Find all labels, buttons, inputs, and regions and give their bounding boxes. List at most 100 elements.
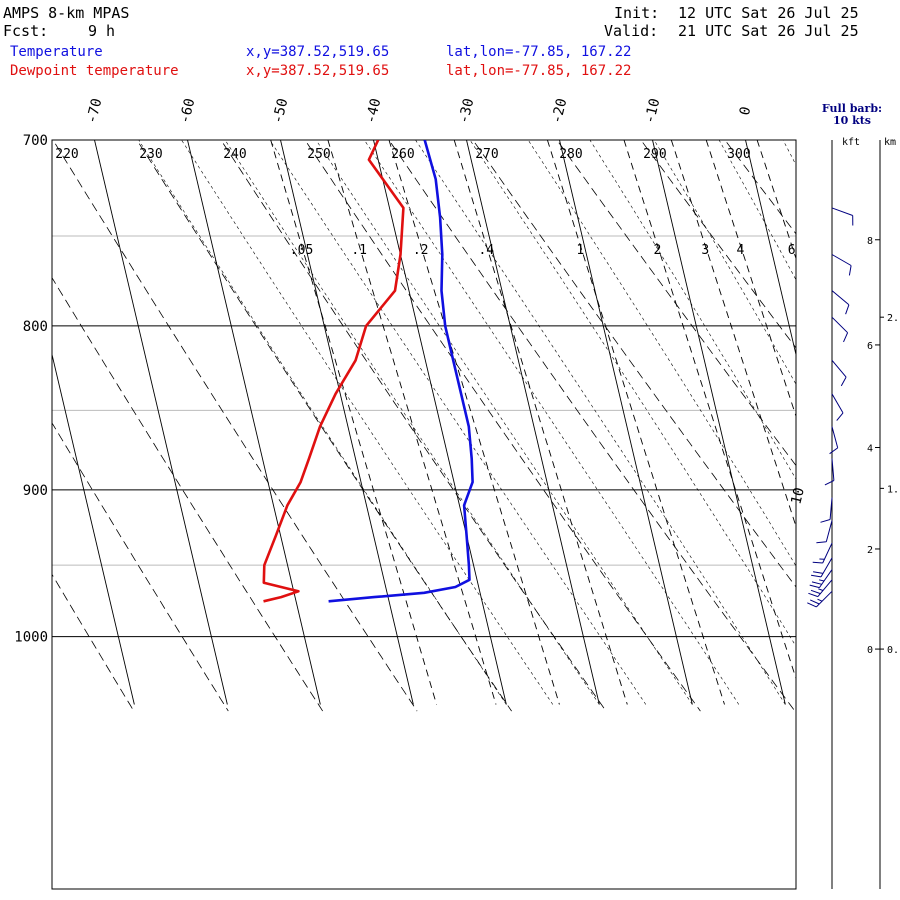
isotherm-0: [745, 140, 796, 357]
moist-adiabat--15: [364, 140, 740, 705]
dry-adiabat-250: [304, 140, 701, 712]
dry-adiabat-label-290: 290: [643, 147, 666, 162]
km-tick-label: 2.: [887, 313, 899, 324]
mixing-ratio-label-p4: .4: [478, 243, 494, 258]
mixing-ratio-line-4: [705, 140, 796, 418]
wind-barb-13: [808, 579, 833, 598]
wind-barb-3: [831, 316, 849, 343]
wind-barb-0: [831, 207, 854, 226]
wind-barb-11: [811, 557, 833, 578]
temperature-profile: [328, 140, 474, 603]
pressure-grid: [51, 139, 797, 890]
dry-adiabats: [52, 120, 900, 712]
dry-adiabat-290: [640, 140, 796, 349]
kft-tick-label-2: 2: [867, 545, 873, 556]
forecast-value: 9 h: [88, 22, 116, 40]
mixing-ratio-line-3: [670, 140, 796, 528]
sounding-profiles: [262, 140, 474, 603]
isotherm--30: [466, 140, 600, 705]
wind-barb-1: [831, 254, 852, 276]
isotherm--20: [559, 140, 693, 705]
moist-adiabat-25: [835, 120, 900, 705]
init-value: 12 UTC Sat 26 Jul 25: [678, 4, 859, 22]
dry-adiabat-300: [724, 140, 796, 235]
km-label: km: [884, 137, 896, 148]
height-and-wind-panel: kft km 0 2 4 6 8 0. 1. 2.: [807, 137, 899, 889]
wind-barb-14: [807, 590, 833, 608]
isotherm-10: [839, 140, 900, 705]
dry-adiabat-210: [52, 277, 324, 712]
moist-adiabat-30: [895, 120, 900, 705]
kft-tick-label-8: 8: [867, 236, 873, 247]
wind-barb-4: [831, 359, 847, 387]
moist-adiabat-0: [527, 140, 796, 567]
isotherm--50: [280, 140, 414, 705]
pressure-label-1000: 1000: [14, 630, 48, 646]
init-label: Init:: [614, 4, 660, 22]
isotherm-label--40: -40: [363, 97, 385, 125]
wind-barb-10: [812, 542, 833, 564]
isotherms: [52, 140, 900, 705]
mixing-ratio-line-2: [623, 140, 796, 680]
wind-barb-2: [831, 290, 850, 315]
mixing-ratio-line-0.4: [453, 140, 628, 705]
kft-tick-label-6: 6: [867, 341, 873, 352]
isotherm--60: [187, 140, 321, 705]
wind-barb-7: [824, 458, 835, 486]
mixing-ratio-line-1: [546, 140, 725, 705]
mixing-ratio-line-0.05: [270, 140, 438, 705]
moist-adiabat--30: [224, 140, 600, 705]
kft-tick-label-0: 0: [867, 645, 873, 656]
pressure-label-800: 800: [23, 319, 48, 335]
barb-legend: Full barb: 10 kts: [812, 103, 892, 127]
km-tick-label: 1.: [887, 484, 899, 495]
dry-adiabat-label-280: 280: [559, 147, 582, 162]
wind-barb-12: [809, 569, 833, 589]
isotherm--10: [652, 140, 786, 705]
isotherm-label--20: -20: [549, 97, 571, 125]
dry-adiabat-320: [877, 120, 900, 711]
wind-barb-8: [820, 497, 833, 523]
isotherm-label--10: -10: [642, 97, 664, 125]
barb-legend-line1: Full barb:: [821, 102, 883, 115]
mixing-ratio-label-p2: .2: [413, 243, 429, 258]
dry-adiabat-280: [556, 140, 796, 467]
mixing-ratio-label-p1: .1: [351, 243, 367, 258]
pressure-label-700: 700: [23, 133, 48, 149]
dry-adiabat-label-270: 270: [475, 147, 498, 162]
moist-adiabats: [138, 120, 900, 705]
dry-adiabat-230: [136, 140, 512, 712]
model-title: AMPS 8-km MPAS: [3, 4, 130, 22]
isotherm-label-10: 10: [788, 486, 808, 506]
moist-adiabat--20: [315, 140, 693, 705]
dewpoint-profile: [262, 140, 405, 603]
mixing-ratio-line-0.1: [327, 140, 497, 705]
mixing-ratio-label-4: 4: [736, 243, 744, 258]
moist-adiabat-15: [718, 140, 796, 281]
km-tick-label: 0.: [887, 645, 899, 656]
kft-label: kft: [842, 137, 860, 148]
mixing-ratio-line-0.2: [388, 140, 560, 705]
isotherm-label--60: -60: [177, 97, 199, 125]
dry-adiabat-270: [472, 140, 796, 588]
isotherm-label--50: -50: [270, 97, 292, 125]
wind-barb-6: [829, 426, 839, 455]
axis-labels: 700 800 900 1000 -70 -60 -50 -40 -30 -20 -10 0 10 220…: [14, 97, 808, 646]
mixing-ratio-label-6: 6: [788, 243, 796, 258]
moist-adiabat--35: [181, 140, 554, 705]
isotherm-label--30: -30: [456, 97, 478, 125]
legend-temperature-xy: x,y=387.52,519.65: [246, 44, 390, 60]
dry-adiabat-190: [52, 573, 135, 712]
dry-adiabat-310: [794, 120, 900, 711]
isotherm--70: [94, 140, 228, 705]
isotherm-label--70: -70: [84, 97, 106, 125]
legend-dewpoint-name: Dewpoint temperature: [10, 63, 179, 79]
dry-adiabat-200: [52, 422, 229, 712]
wind-barb-5: [831, 393, 844, 421]
legend-dewpoint-latlon: lat,lon=-77.85, 167.22: [446, 63, 632, 79]
dry-adiabat-label-230: 230: [139, 147, 162, 162]
forecast-label: Fcst:: [3, 22, 49, 40]
moist-adiabat--40: [138, 140, 507, 705]
legend-temperature-latlon: lat,lon=-77.85, 167.22: [446, 44, 632, 60]
